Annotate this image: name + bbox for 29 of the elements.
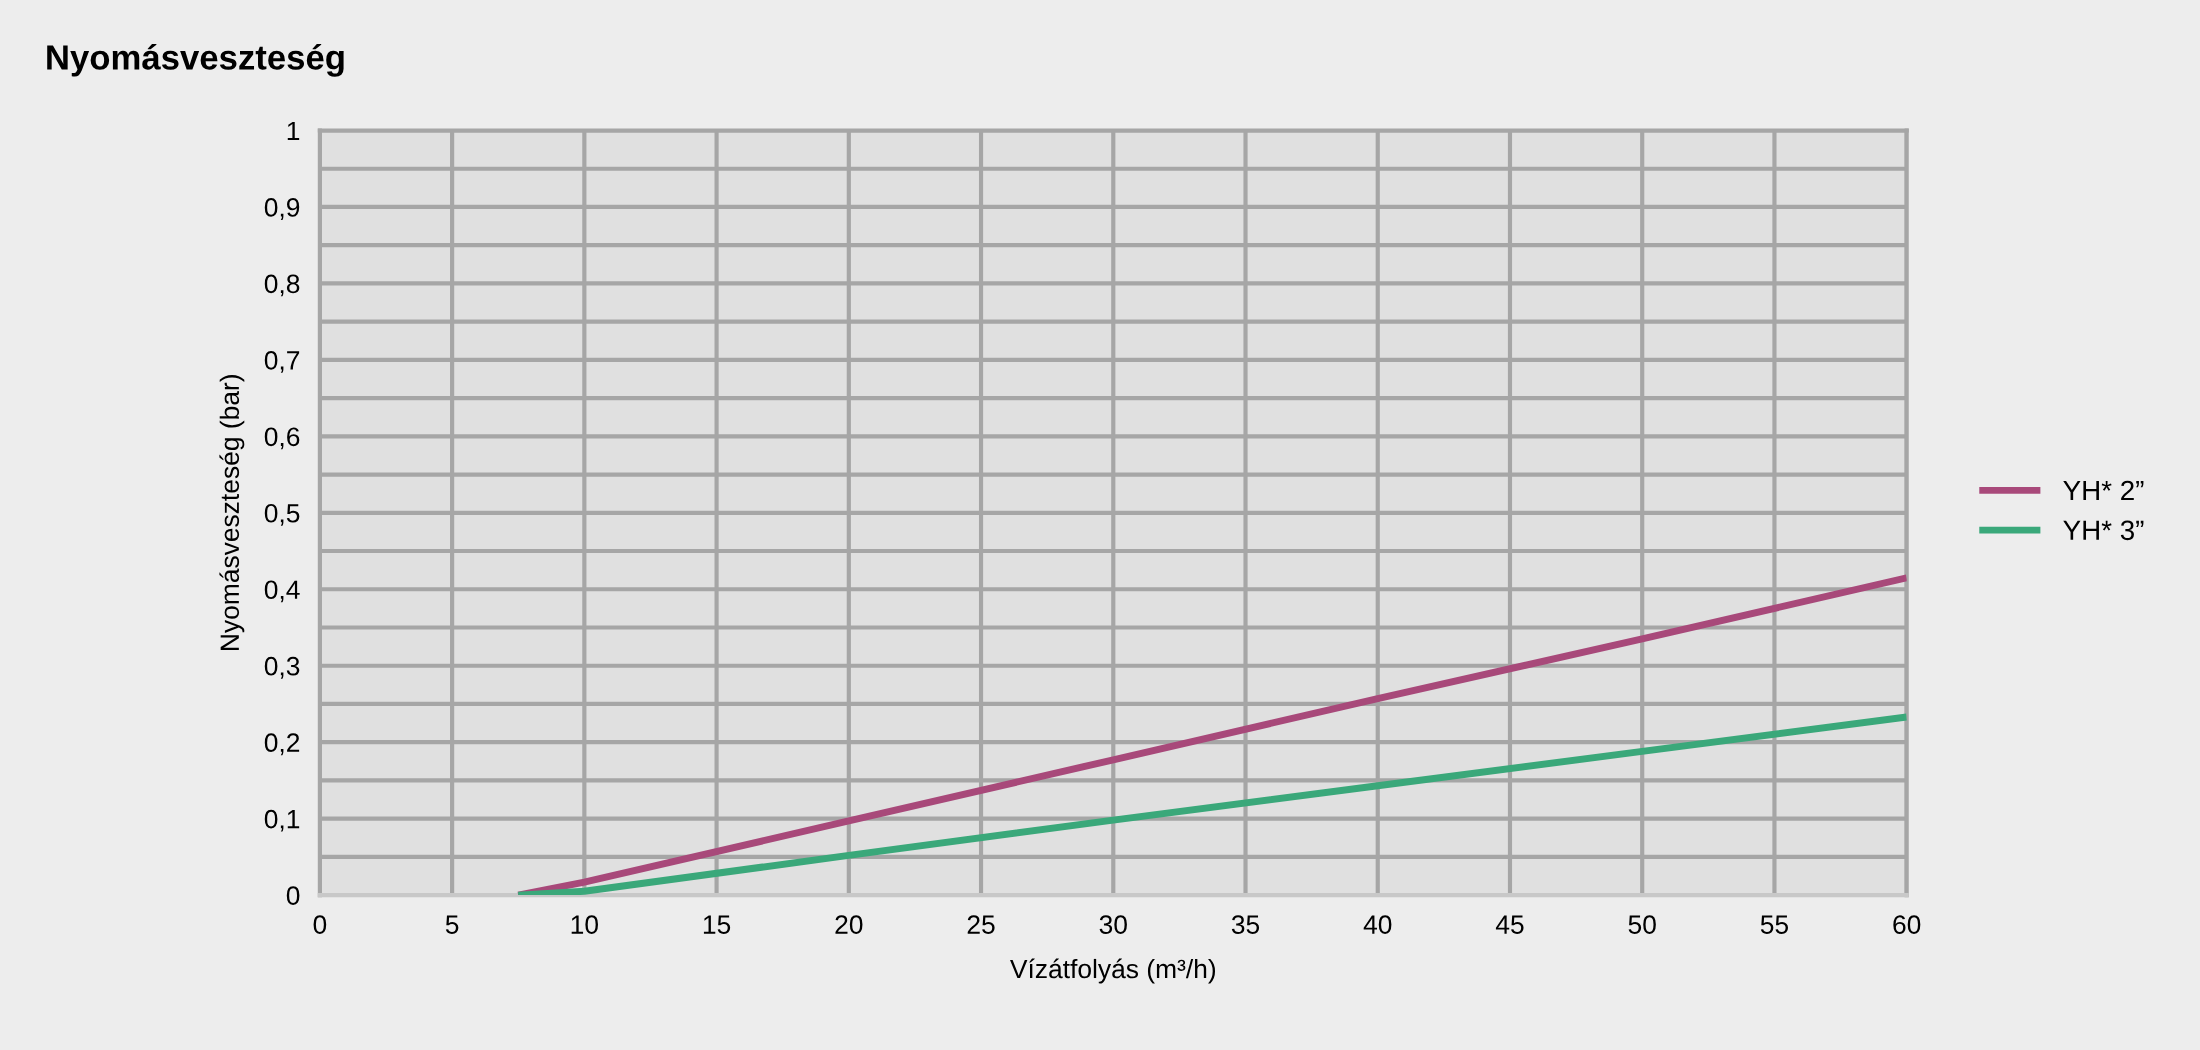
legend-label: YH* 2”	[2063, 480, 2144, 501]
x-tick-label: 60	[1893, 915, 1921, 934]
y-tick-label: 0	[286, 886, 300, 905]
y-tick-label: 0,9	[264, 198, 300, 220]
y-tick-label: 0,5	[264, 503, 300, 526]
x-axis-title: Vízátfolyás (m³/h)	[1010, 958, 1216, 984]
x-tick-label: 40	[1363, 915, 1392, 934]
x-tick-label: 45	[1495, 915, 1524, 934]
x-tick-label: 15	[703, 915, 731, 934]
x-tick-label: 10	[571, 915, 598, 934]
y-tick-label: 0,2	[264, 733, 300, 756]
y-tick-label: 0,4	[264, 580, 300, 603]
legend-label: YH* 3”	[2063, 520, 2144, 541]
x-tick-label: 55	[1760, 915, 1789, 934]
y-tick-label: 0,6	[264, 427, 300, 450]
y-tick-label: 1	[287, 121, 300, 141]
x-tick-label: 0	[313, 915, 327, 934]
x-tick-label: 20	[835, 915, 863, 934]
y-axis-title: Nyomásveszteség (bar)	[219, 375, 245, 650]
x-tick-label: 25	[967, 915, 995, 934]
y-tick-label: 0,3	[264, 656, 300, 679]
y-tick-label: 0,1	[264, 809, 300, 832]
x-tick-label: 30	[1099, 915, 1127, 934]
x-tick-label: 5	[445, 915, 459, 934]
chart-title: Nyomásveszteség	[47, 43, 344, 77]
x-tick-label: 50	[1628, 915, 1656, 934]
y-tick-label: 0,7	[264, 351, 300, 373]
x-tick-label: 35	[1231, 915, 1260, 934]
y-tick-label: 0,8	[264, 274, 300, 297]
